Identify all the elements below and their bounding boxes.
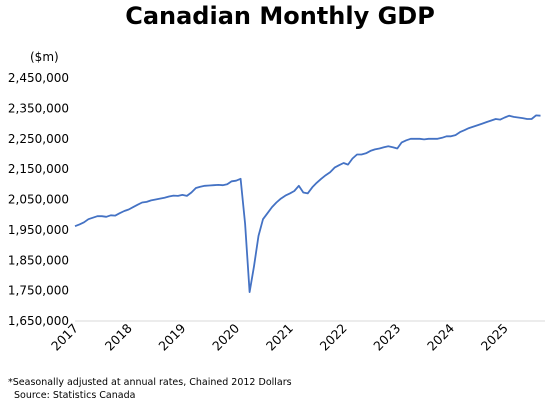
footnote: *Seasonally adjusted at annual rates, Ch… bbox=[8, 376, 292, 402]
x-tick-label: 2019 bbox=[155, 320, 188, 353]
y-tick-label: 1,850,000 bbox=[8, 253, 69, 267]
x-tick-label: 2022 bbox=[317, 321, 350, 354]
x-tick-label: 2024 bbox=[424, 320, 457, 353]
x-tick-label: 2023 bbox=[370, 321, 403, 354]
y-tick-label: 2,150,000 bbox=[8, 162, 69, 176]
y-tick-label: 2,250,000 bbox=[8, 132, 69, 146]
x-tick-label: 2025 bbox=[478, 321, 511, 354]
y-tick-label: 1,750,000 bbox=[8, 284, 69, 298]
y-tick-label: 2,350,000 bbox=[8, 101, 69, 115]
y-axis-unit-label: ($m) bbox=[30, 50, 59, 64]
y-tick-label: 2,050,000 bbox=[8, 193, 69, 207]
x-axis-tick-labels: 2017 2018 2019 2020 2021 2022 2023 2024 2025 bbox=[48, 320, 511, 353]
x-tick-label: 2018 bbox=[102, 320, 135, 353]
x-tick-label: 2020 bbox=[209, 320, 242, 353]
x-tick-label: 2021 bbox=[263, 321, 296, 354]
y-tick-label: 2,450,000 bbox=[8, 71, 69, 85]
gdp-series-line bbox=[74, 114, 541, 293]
y-axis-tick-labels: 1,650,000 1,750,000 1,850,000 1,950,000 2,05… bbox=[8, 71, 69, 328]
footnote-line-2: Source: Statistics Canada bbox=[14, 390, 136, 401]
y-tick-label: 1,950,000 bbox=[8, 223, 69, 237]
chart-title: Canadian Monthly GDP bbox=[125, 2, 435, 30]
footnote-line-1: *Seasonally adjusted at annual rates, Ch… bbox=[8, 377, 292, 388]
y-tick-label: 1,650,000 bbox=[8, 314, 69, 328]
